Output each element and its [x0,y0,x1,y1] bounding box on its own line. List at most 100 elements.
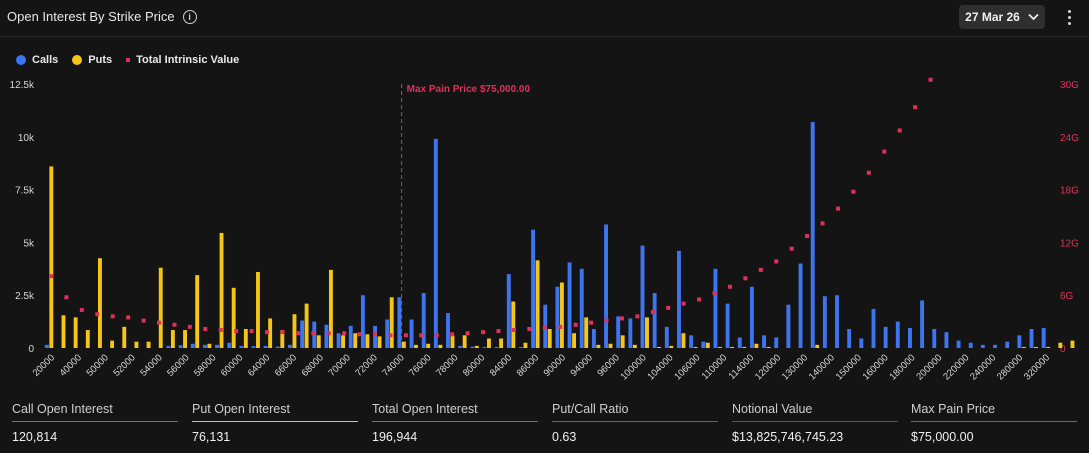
legend-tiv[interactable]: Total Intrinsic Value [126,54,239,66]
tiv-point [234,329,239,334]
x-tick-label: 68000 [300,352,326,378]
call-bar [385,319,390,348]
call-bar [336,333,341,348]
call-bar [664,326,669,348]
x-tick-label: 240000 [968,352,998,382]
x-tick-label: 104000 [645,352,675,382]
put-bar [1058,342,1063,348]
call-bar [190,343,195,348]
tiv-point [496,329,501,334]
call-bar [1005,341,1010,348]
call-bar [749,286,754,348]
x-tick-label: 200000 [914,352,944,382]
calls-swatch [16,55,26,65]
expiry-date-dropdown[interactable]: 27 Mar 26 [959,5,1045,29]
call-bar [288,344,292,348]
tiv-point [434,333,439,338]
tiv-point [805,234,810,239]
call-bar [1029,328,1034,348]
put-bar [487,338,491,348]
tiv-point [542,325,547,330]
tiv-point [311,331,316,336]
x-tick-label: 100000 [619,352,649,382]
x-tick-label: 40000 [58,352,84,378]
stat-call-oi: Call Open Interest 120,814 [12,396,178,444]
call-bar [348,325,353,348]
puts-swatch [72,55,83,65]
put-bar [158,267,163,348]
tiv-point [64,295,69,300]
call-bar [494,346,499,348]
stat-underline [911,421,1077,422]
stat-value: 76,131 [192,430,231,444]
tiv-point [897,128,902,133]
y-right-tick-label: 30G [1060,80,1079,91]
tiv-point [913,105,918,110]
call-bar [725,303,730,348]
put-bar [98,258,102,348]
y-right-tick-label: 12G [1060,238,1079,249]
x-tick-label: 90000 [542,352,568,378]
tiv-point [712,291,717,296]
stat-max-pain: Max Pain Price $75,000.00 [911,396,1077,444]
x-tick-label: 80000 [461,352,487,378]
stat-value: 0.63 [552,430,577,444]
legend-tiv-label: Total Intrinsic Value [136,54,240,66]
call-bar [324,324,329,348]
y-left-tick-label: 0 [28,344,34,355]
x-tick-label: 114000 [727,352,757,382]
put-bar [49,166,54,348]
x-tick-label: 66000 [273,352,299,378]
tiv-point [249,329,254,334]
stat-underline [12,421,178,422]
y-right-tick-label: 24G [1060,133,1079,144]
more-options-icon[interactable] [1063,6,1075,28]
x-tick-label: 56000 [165,352,191,378]
call-bar [640,245,645,348]
tiv-point [79,307,84,312]
legend-calls[interactable]: Calls [16,54,58,66]
put-bar [231,287,236,348]
put-bar [328,269,333,348]
tiv-point [218,328,223,333]
put-bar [183,330,187,348]
tiv-point [95,312,100,317]
tiv-point [697,297,702,302]
x-tick-label: 86000 [515,352,541,378]
put-bar [389,297,394,348]
stat-label: Call Open Interest [12,402,113,416]
put-bar [134,341,139,348]
stat-put-call-ratio: Put/Call Ratio 0.63 [552,396,718,444]
put-bar [377,336,382,348]
put-bar [559,282,564,348]
call-bar [810,122,815,349]
tiv-point [681,301,686,306]
x-tick-label: 60000 [219,352,245,378]
put-bar [61,315,66,348]
x-tick-label: 220000 [941,352,971,382]
tiv-point [157,320,162,325]
put-bar [426,343,431,348]
call-bar [993,344,997,348]
tiv-point [110,314,115,319]
put-bar [669,345,674,348]
put-bar [438,344,443,348]
tiv-point [265,330,270,335]
x-tick-label: 140000 [807,352,837,382]
call-bar [531,229,536,348]
info-icon[interactable]: i [182,9,197,24]
stat-underline [372,421,538,422]
tiv-point [172,322,177,327]
stat-value: $13,825,746,745.23 [732,430,844,444]
tiv-point [820,221,825,226]
y-right-tick-label: 6G [1060,291,1074,302]
tiv-point [635,314,640,319]
legend-puts[interactable]: Puts [72,54,112,66]
tiv-point [388,333,393,338]
y-left-tick-label: 2.5k [15,291,35,302]
call-bar [628,318,633,348]
put-bar [207,343,212,348]
chart-legend: Calls Puts Total Intrinsic Value [16,54,239,66]
tiv-point [835,206,840,211]
call-bar [895,321,900,348]
